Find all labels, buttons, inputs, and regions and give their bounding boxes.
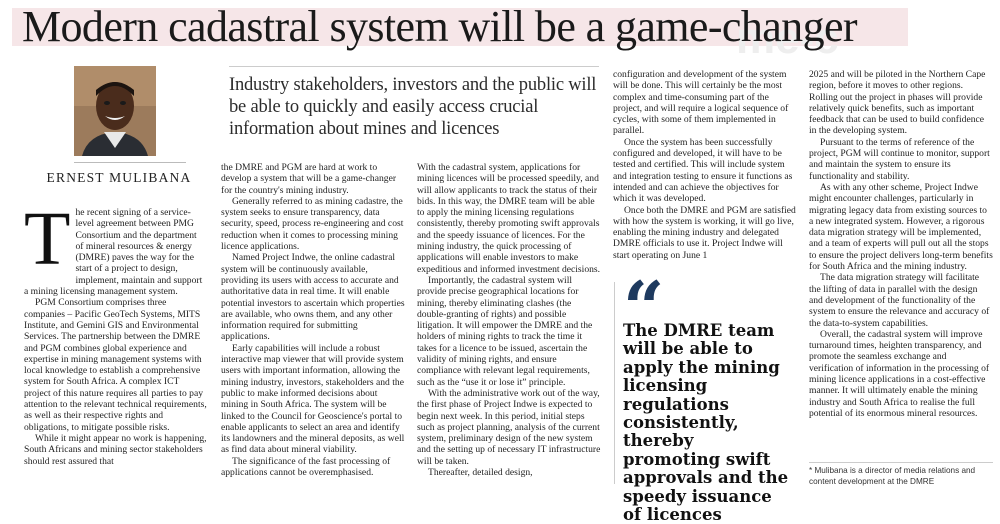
background-ghost-text: me-c — [736, 14, 839, 63]
author-photo — [74, 66, 156, 156]
paragraph: While it might appear no work is happeni… — [24, 432, 207, 467]
paragraph: Early capabilities will include a robust… — [221, 342, 405, 456]
article-column-3: With the cadastral system, applications … — [417, 162, 601, 478]
drop-cap: T — [24, 197, 71, 281]
paragraph: Generally referred to as mining cadastre… — [221, 195, 404, 253]
paragraph: Importantly, the cadastral system will p… — [417, 274, 593, 388]
standfirst-divider — [229, 66, 599, 67]
paragraph: PGM Consortium comprises three companies… — [24, 297, 207, 433]
author-name: ERNEST MULIBANA — [46, 170, 192, 185]
paragraph: As with any other scheme, Project Indwe … — [809, 181, 993, 273]
author-footnote: * Mulibana is a director of media relati… — [809, 466, 976, 486]
paragraph: Once the system has been successfully co… — [613, 136, 793, 205]
author-portrait-icon — [74, 66, 156, 156]
paragraph: With the administrative work out of the … — [417, 387, 601, 467]
standfirst: Industry stakeholders, investors and the… — [229, 75, 597, 139]
article-column-4: configuration and development of the sys… — [613, 69, 797, 261]
paragraph: Named Project Indwe, the online cadastra… — [221, 252, 405, 343]
author-divider — [74, 162, 186, 163]
paragraph: With the cadastral system, applications … — [417, 162, 601, 275]
paragraph: Once both the DMRE and PGM are satisfied… — [613, 204, 796, 261]
article-column-2: the DMRE and PGM are hard at work to dev… — [221, 162, 405, 478]
headline-highlight — [12, 8, 908, 46]
pull-quote: “ The DMRE team will be able to apply th… — [614, 272, 795, 524]
paragraph: Pursuant to the terms of reference of th… — [809, 136, 990, 182]
pull-quote-text: The DMRE team will be able to apply the … — [623, 321, 789, 524]
quote-mark-icon: “ — [623, 265, 665, 350]
paragraph: the DMRE and PGM are hard at work to dev… — [221, 162, 397, 196]
paragraph: Overall, the cadastral system will impro… — [809, 328, 990, 419]
paragraph: 2025 and will be piloted in the Northern… — [809, 69, 986, 137]
paragraph: The significance of the fast processing … — [221, 455, 391, 479]
article-column-5: 2025 and will be piloted in the Northern… — [809, 69, 993, 419]
footnote-divider — [809, 462, 993, 463]
paragraph: The data migration strategy will facilit… — [809, 272, 990, 329]
paragraph: configuration and development of the sys… — [613, 69, 789, 137]
headline: Modern cadastral system will be a game-c… — [22, 2, 858, 51]
paragraph: Thereafter, detailed design, — [428, 467, 533, 479]
